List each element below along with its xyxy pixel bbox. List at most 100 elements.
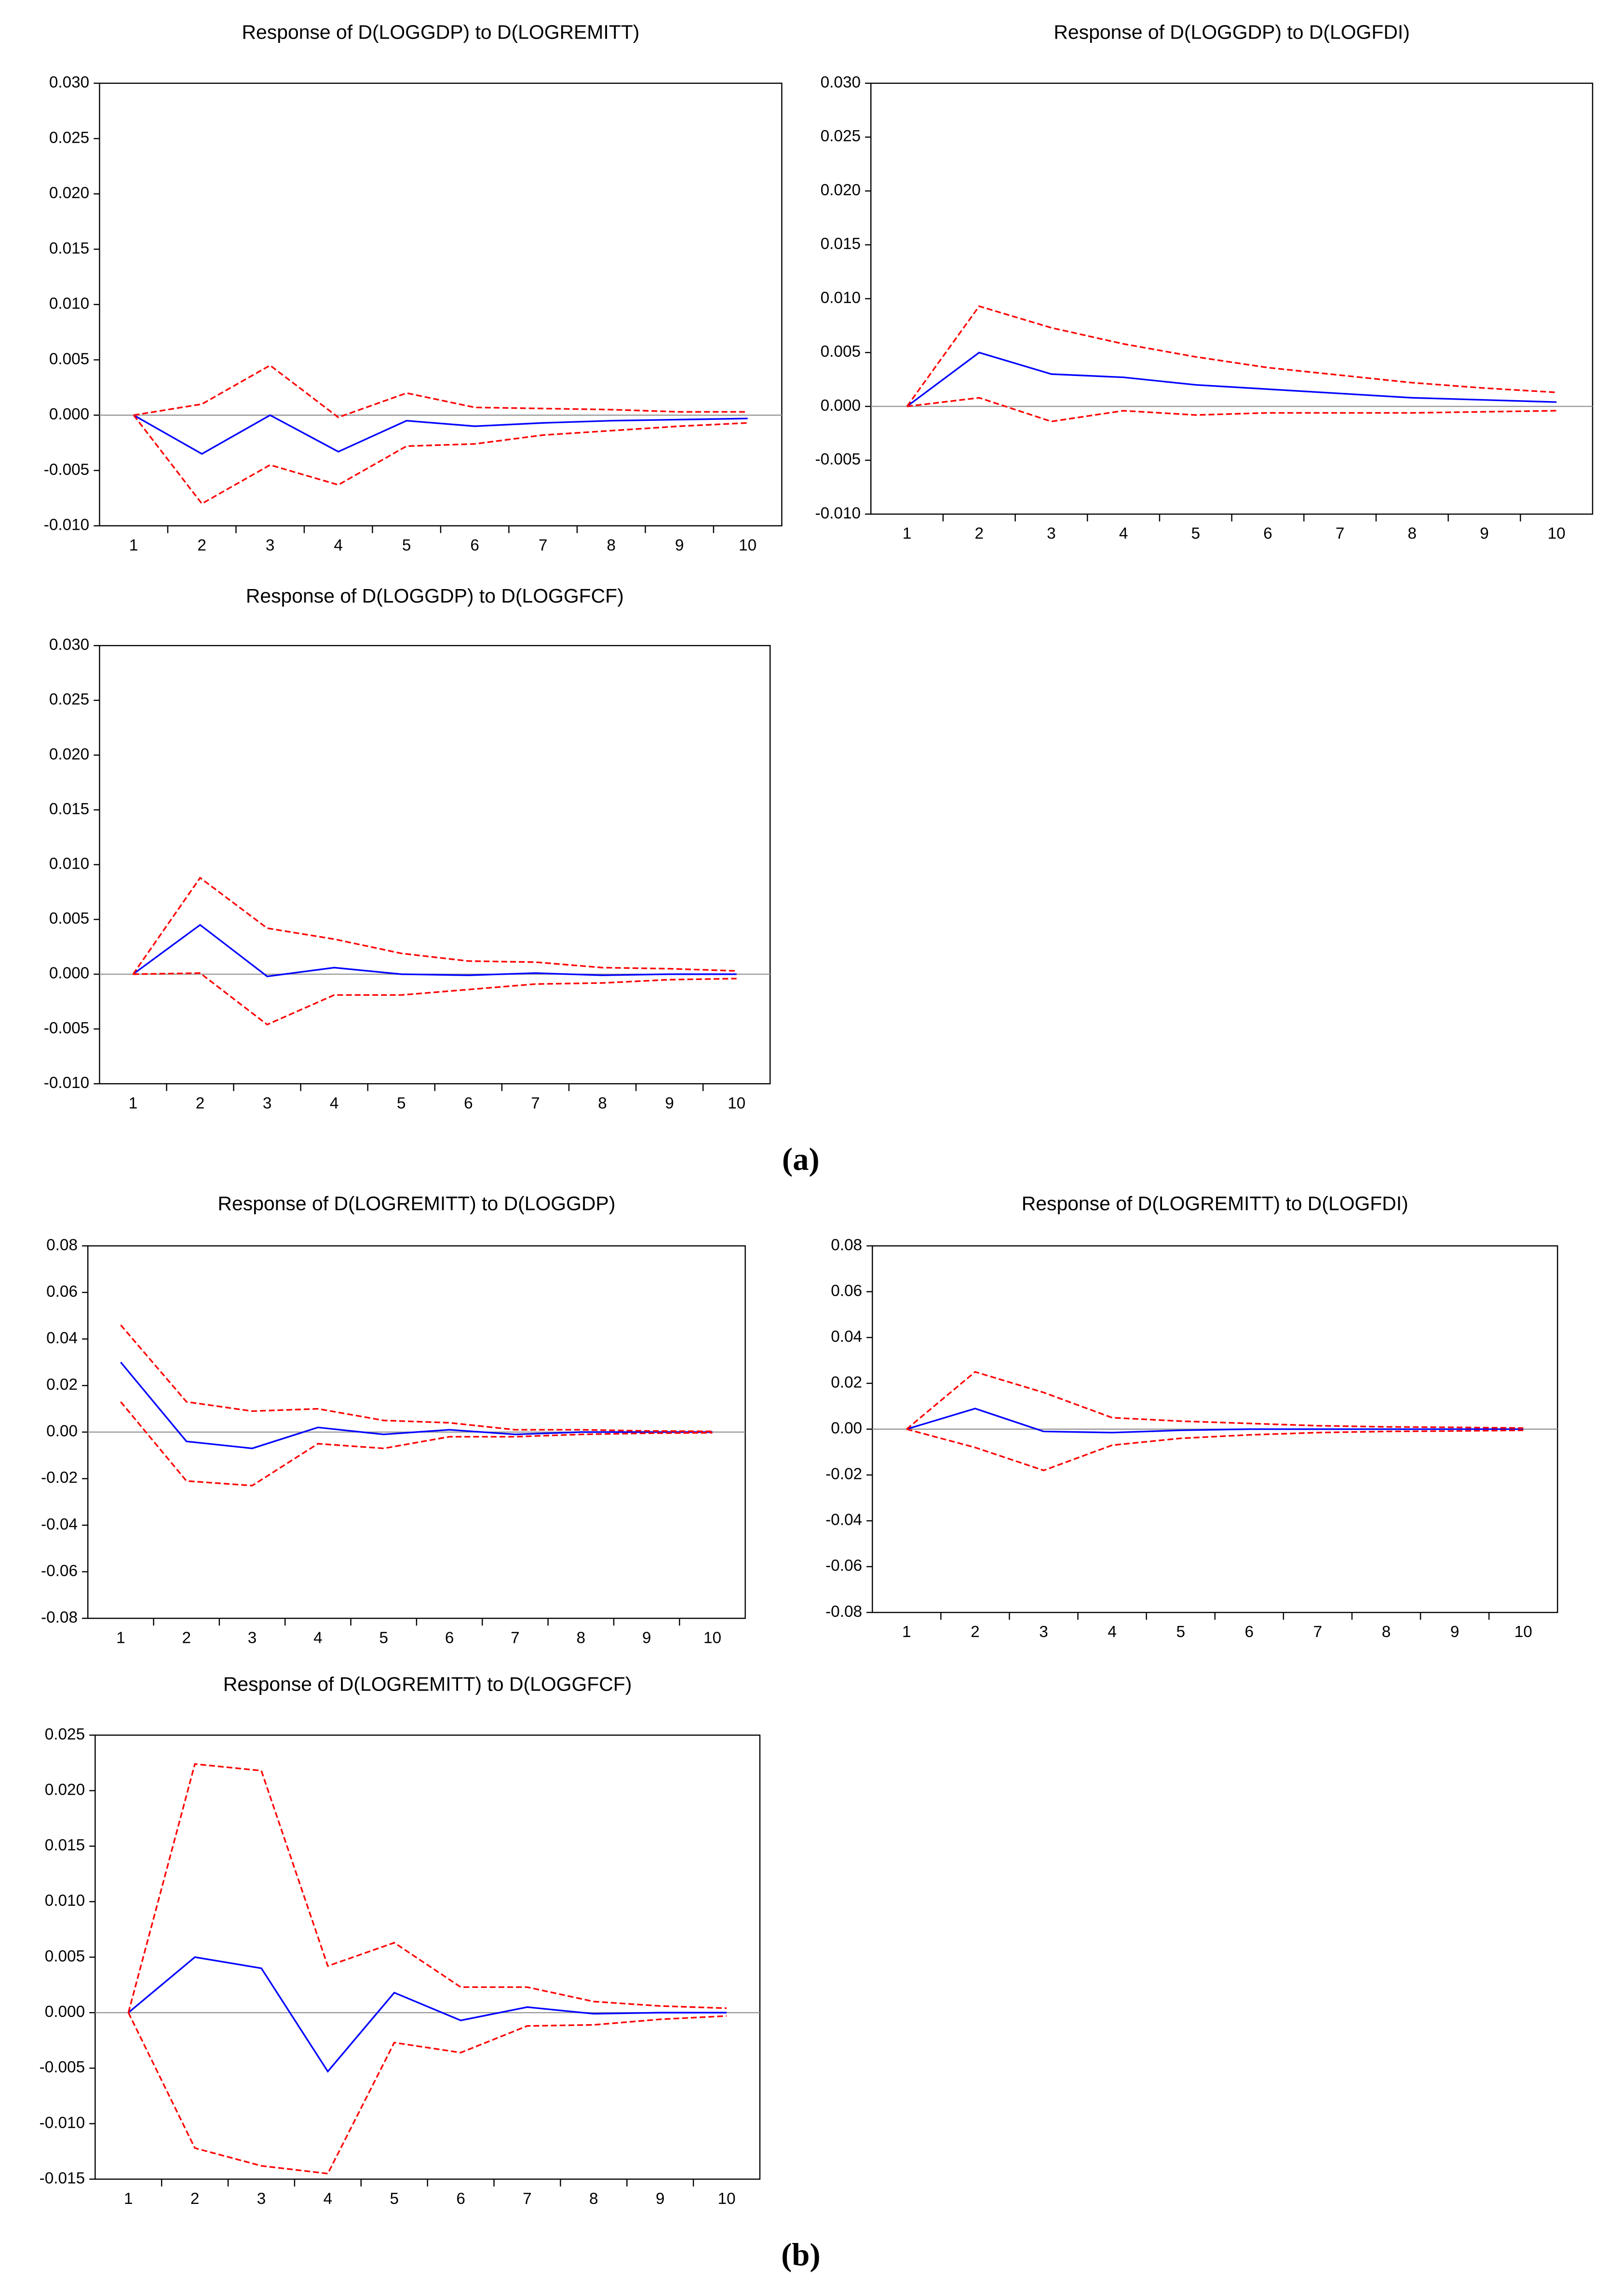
y-tick-label: -0.005 [44, 461, 89, 479]
y-tick-label: 0.000 [821, 397, 861, 415]
y-tick-label: 0.020 [49, 184, 89, 202]
x-tick-label: 2 [182, 1629, 191, 1647]
band-line [120, 1324, 713, 1433]
x-tick-label: 4 [1108, 1623, 1117, 1641]
band-line [127, 1763, 727, 2013]
x-tick-label: 5 [1191, 525, 1201, 543]
y-tick-label: -0.005 [44, 1019, 89, 1037]
response-line [132, 924, 737, 978]
x-tick-label: 8 [589, 2190, 598, 2208]
x-tick-label: 3 [263, 1094, 272, 1112]
y-tick-label: 0.030 [49, 74, 89, 92]
x-tick-label: 6 [445, 1629, 454, 1647]
y-tick-label: 0.000 [45, 2003, 85, 2021]
y-tick-label: -0.005 [815, 451, 861, 469]
band-line [120, 1401, 713, 1487]
y-tick-label: 0.06 [831, 1282, 862, 1300]
band-line [127, 2012, 727, 2175]
y-tick-label: 0.00 [831, 1420, 862, 1437]
x-tick-label: 3 [248, 1629, 257, 1647]
y-tick-label: -0.06 [825, 1557, 862, 1575]
y-tick-label: 0.000 [49, 965, 89, 982]
y-tick-label: -0.02 [825, 1465, 862, 1483]
y-tick-label: 0.015 [45, 1837, 85, 1854]
x-tick-label: 6 [464, 1094, 473, 1112]
y-tick-label: 0.005 [45, 1947, 85, 1965]
y-tick-label: -0.010 [40, 2114, 85, 2132]
chart-title: Response of D(LOGGDP) to D(LOGFDI) [1054, 21, 1410, 43]
x-tick-label: 8 [1382, 1623, 1391, 1641]
x-tick-label: 6 [1245, 1623, 1254, 1641]
x-tick-label: 7 [1313, 1623, 1323, 1641]
x-tick-label: 2 [196, 1094, 205, 1112]
y-tick-label: 0.005 [821, 343, 861, 361]
x-tick-label: 6 [470, 537, 479, 554]
x-tick-label: 4 [334, 537, 343, 554]
x-tick-label: 1 [129, 1094, 138, 1112]
x-tick-label: 9 [1480, 525, 1489, 543]
x-tick-label: 9 [656, 2190, 665, 2208]
y-tick-label: -0.08 [41, 1609, 78, 1626]
y-tick-label: -0.010 [44, 1074, 89, 1092]
y-tick-label: 0.010 [821, 289, 861, 307]
y-tick-label: 0.010 [45, 1892, 85, 1910]
y-tick-label: 0.020 [821, 181, 861, 199]
x-tick-label: 3 [1047, 525, 1056, 543]
x-tick-label: 6 [1263, 525, 1272, 543]
response-line [906, 1408, 1524, 1434]
response-line [128, 1956, 727, 2073]
y-tick-label: -0.06 [41, 1562, 78, 1580]
x-tick-label: 2 [971, 1623, 980, 1641]
x-tick-label: 7 [511, 1629, 520, 1647]
x-tick-label: 5 [402, 537, 411, 554]
y-tick-label: 0.030 [49, 636, 89, 654]
y-tick-label: 0.020 [49, 745, 89, 763]
y-tick-label: 0.030 [821, 74, 861, 92]
x-tick-label: 5 [390, 2190, 399, 2208]
x-tick-label: 1 [124, 2190, 133, 2208]
y-tick-label: -0.04 [825, 1511, 862, 1529]
y-tick-label: 0.025 [49, 129, 89, 147]
y-tick-label: 0.04 [46, 1329, 78, 1347]
y-tick-label: 0.02 [831, 1373, 862, 1391]
y-tick-label: 0.015 [49, 800, 89, 818]
response-line [133, 414, 748, 455]
band-line [132, 876, 737, 975]
band-line [133, 415, 748, 505]
y-tick-label: 0.025 [49, 691, 89, 709]
x-tick-label: 9 [665, 1094, 674, 1112]
y-tick-label: 0.06 [46, 1283, 78, 1301]
chart-title: Response of D(LOGGDP) to D(LOGGFCF) [246, 585, 624, 607]
y-tick-label: 0.00 [46, 1423, 78, 1440]
x-tick-label: 2 [197, 537, 206, 554]
x-tick-label: 7 [1336, 525, 1345, 543]
x-tick-label: 10 [703, 1629, 721, 1647]
panel-label: (a) [782, 1142, 820, 1177]
chart-title: Response of D(LOGREMITT) to D(LOGFDI) [1022, 1192, 1408, 1214]
x-tick-label: 5 [1176, 1623, 1185, 1641]
response-line [906, 351, 1557, 407]
y-tick-label: 0.015 [49, 240, 89, 257]
x-tick-label: 4 [1119, 525, 1128, 543]
x-tick-label: 8 [598, 1094, 607, 1112]
x-tick-label: 1 [116, 1629, 125, 1647]
x-tick-label: 10 [717, 2190, 735, 2208]
y-tick-label: 0.08 [831, 1236, 862, 1254]
x-tick-label: 9 [642, 1629, 651, 1647]
y-tick-label: 0.02 [46, 1376, 78, 1394]
response-line [120, 1361, 713, 1450]
y-tick-label: -0.010 [815, 504, 861, 522]
band-line [906, 397, 1557, 423]
chart-title: Response of D(LOGREMITT) to D(LOGGFCF) [223, 1673, 632, 1695]
band-line [133, 364, 748, 418]
y-tick-label: -0.015 [40, 2169, 85, 2187]
band-line [906, 305, 1557, 407]
x-tick-label: 5 [379, 1629, 388, 1647]
y-tick-label: 0.010 [49, 855, 89, 873]
x-tick-label: 3 [257, 2190, 266, 2208]
y-tick-label: -0.04 [41, 1516, 78, 1533]
band-line [133, 972, 737, 1026]
x-tick-label: 7 [531, 1094, 540, 1112]
